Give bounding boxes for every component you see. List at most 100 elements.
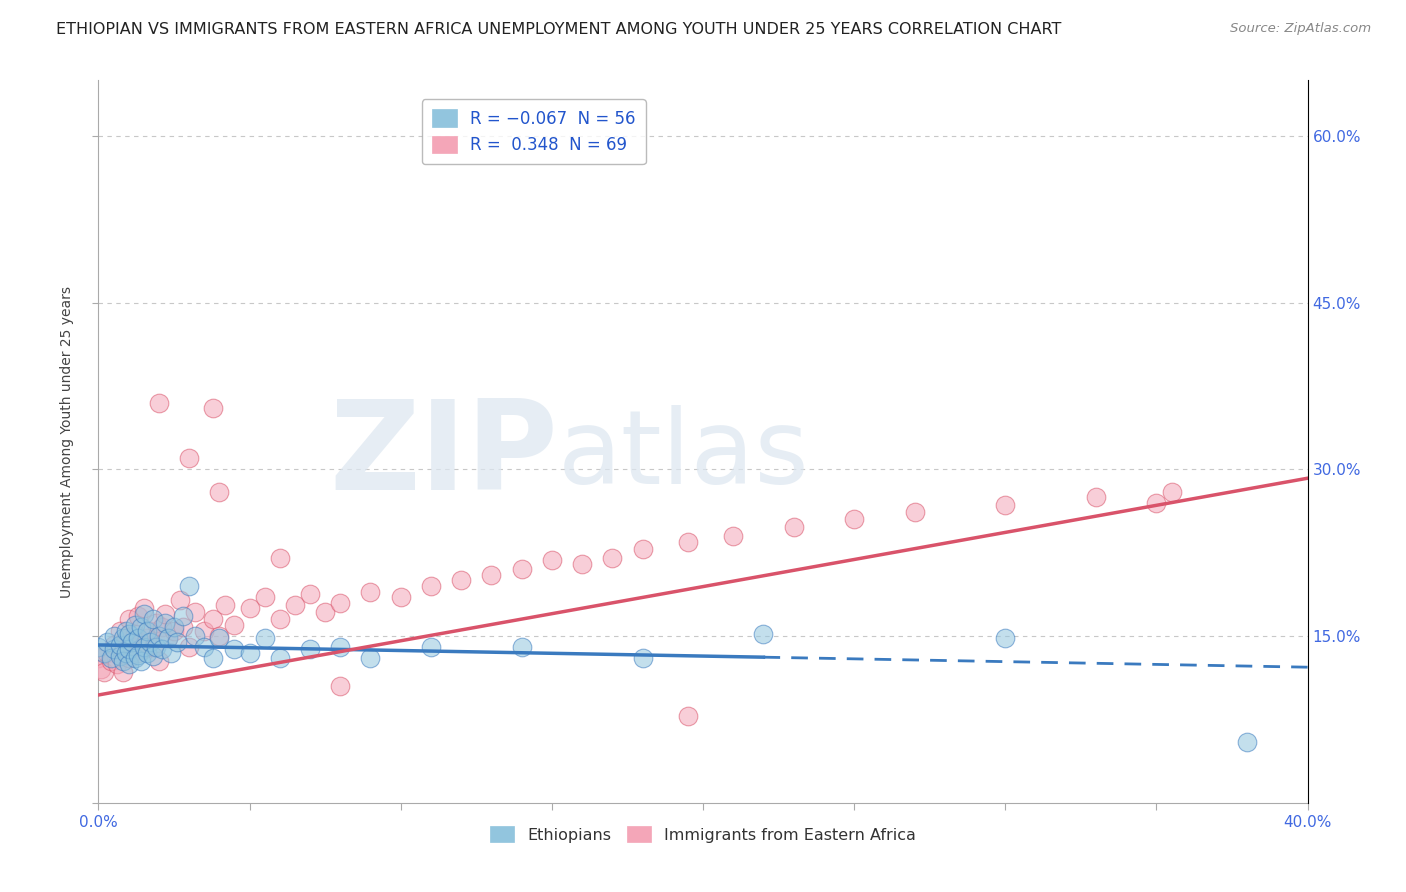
Point <box>150 620 173 634</box>
Point <box>329 640 352 655</box>
Point <box>253 590 276 604</box>
Y-axis label: Unemployment Among Youth under 25 years: Unemployment Among Youth under 25 years <box>60 285 75 598</box>
Point <box>163 624 186 638</box>
Point <box>450 574 472 588</box>
Point <box>150 642 173 657</box>
Point <box>127 632 149 646</box>
Point <box>93 665 115 679</box>
Point <box>752 627 775 641</box>
Point <box>994 632 1017 646</box>
Point <box>127 609 149 624</box>
Point <box>108 638 131 652</box>
Point <box>153 615 176 630</box>
Point <box>118 612 141 626</box>
Text: Source: ZipAtlas.com: Source: ZipAtlas.com <box>1230 22 1371 36</box>
Point <box>96 646 118 660</box>
Point <box>121 634 143 648</box>
Point <box>360 584 382 599</box>
Point <box>224 642 246 657</box>
Point <box>783 520 806 534</box>
Point <box>239 601 262 615</box>
Point <box>994 498 1017 512</box>
Point <box>179 640 201 655</box>
Point <box>108 624 131 638</box>
Point <box>202 651 225 665</box>
Point <box>156 632 179 646</box>
Point <box>602 551 624 566</box>
Point <box>93 646 115 660</box>
Point <box>193 640 215 655</box>
Point <box>269 651 291 665</box>
Point <box>214 598 236 612</box>
Text: ZIP: ZIP <box>329 395 558 516</box>
Point <box>87 640 110 655</box>
Point <box>184 629 207 643</box>
Point <box>148 395 170 409</box>
Point <box>208 484 231 499</box>
Point <box>132 640 155 655</box>
Point <box>676 534 699 549</box>
Point <box>299 642 322 657</box>
Point <box>184 605 207 619</box>
Point <box>111 653 134 667</box>
Point <box>111 632 134 646</box>
Point <box>160 646 183 660</box>
Point <box>239 646 262 660</box>
Point <box>299 587 322 601</box>
Point <box>129 653 152 667</box>
Point <box>145 615 167 630</box>
Point <box>114 624 136 638</box>
Point <box>329 679 352 693</box>
Point <box>1160 484 1182 499</box>
Point <box>571 557 593 571</box>
Point <box>153 607 176 621</box>
Point <box>389 590 412 604</box>
Text: atlas: atlas <box>558 406 810 507</box>
Point <box>108 649 131 664</box>
Point <box>124 651 146 665</box>
Point <box>179 579 201 593</box>
Point <box>314 605 336 619</box>
Point <box>510 640 533 655</box>
Point <box>124 627 146 641</box>
Point <box>202 401 225 416</box>
Point <box>284 598 307 612</box>
Point <box>132 607 155 621</box>
Point <box>481 568 503 582</box>
Point <box>208 632 231 646</box>
Point <box>114 646 136 660</box>
Point <box>224 618 246 632</box>
Point <box>163 620 186 634</box>
Legend: Ethiopians, Immigrants from Eastern Africa: Ethiopians, Immigrants from Eastern Afri… <box>484 820 922 849</box>
Point <box>142 649 165 664</box>
Point <box>269 551 291 566</box>
Point <box>139 624 162 638</box>
Point <box>118 651 141 665</box>
Point <box>172 620 194 634</box>
Point <box>631 542 654 557</box>
Point <box>844 512 866 526</box>
Point <box>904 505 927 519</box>
Point <box>360 651 382 665</box>
Point <box>179 451 201 466</box>
Point <box>510 562 533 576</box>
Point <box>87 651 110 665</box>
Point <box>118 642 141 657</box>
Point <box>90 662 112 676</box>
Point <box>329 596 352 610</box>
Point <box>420 640 443 655</box>
Point <box>135 624 157 638</box>
Point <box>193 624 215 638</box>
Point <box>1144 496 1167 510</box>
Point <box>156 632 179 646</box>
Point <box>135 632 157 646</box>
Point <box>132 601 155 615</box>
Point <box>142 640 165 655</box>
Point <box>111 665 134 679</box>
Point <box>105 657 128 671</box>
Point <box>208 629 231 643</box>
Point <box>103 642 125 657</box>
Point <box>96 634 118 648</box>
Point <box>132 642 155 657</box>
Point <box>142 612 165 626</box>
